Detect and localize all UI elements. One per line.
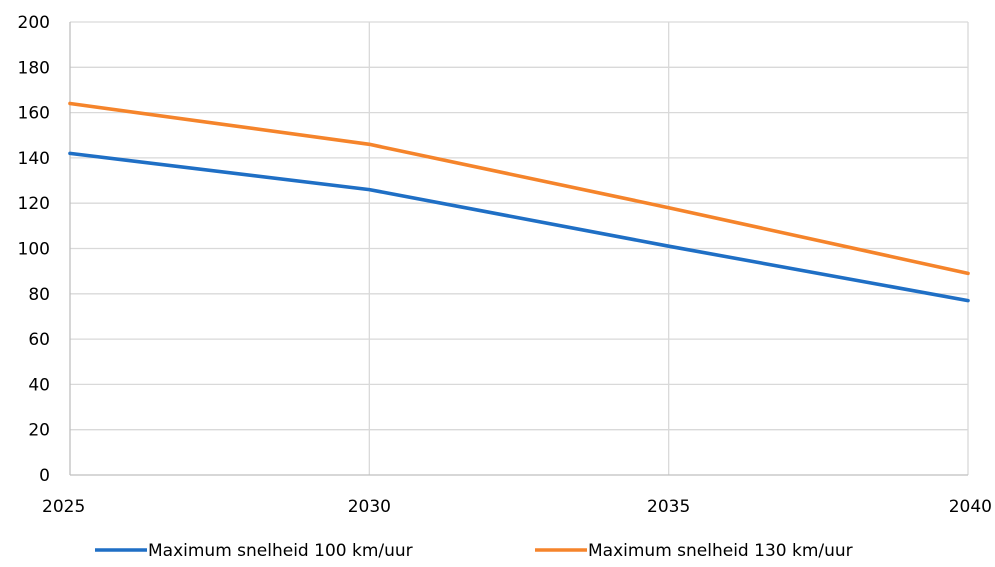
y-tick-label: 40 [28,375,50,395]
y-tick-label: 180 [18,58,50,78]
y-tick-label: 120 [18,194,50,214]
x-tick-label: 2035 [647,497,690,517]
x-tick-label: 2030 [348,497,391,517]
legend-label-2: Maximum snelheid 130 km/uur [588,541,853,561]
y-tick-label: 100 [18,240,50,260]
y-tick-label: 60 [28,330,50,350]
legend: Maximum snelheid 100 km/uur Maximum snelh… [95,541,853,561]
series-line-1 [68,151,970,303]
x-tick-label: 2025 [42,497,85,517]
series-line-2 [68,101,970,276]
series-lines [68,101,970,303]
y-tick-label: 140 [18,149,50,169]
x-tick-label: 2040 [949,497,992,517]
legend-label-1: Maximum snelheid 100 km/uur [148,541,413,561]
axes [69,22,968,476]
y-tick-label: 200 [18,13,50,33]
y-tick-label: 80 [28,285,50,305]
y-tick-label: 20 [28,421,50,441]
gridlines [70,21,969,475]
y-tick-label: 160 [18,104,50,124]
y-tick-label: 0 [39,466,50,486]
